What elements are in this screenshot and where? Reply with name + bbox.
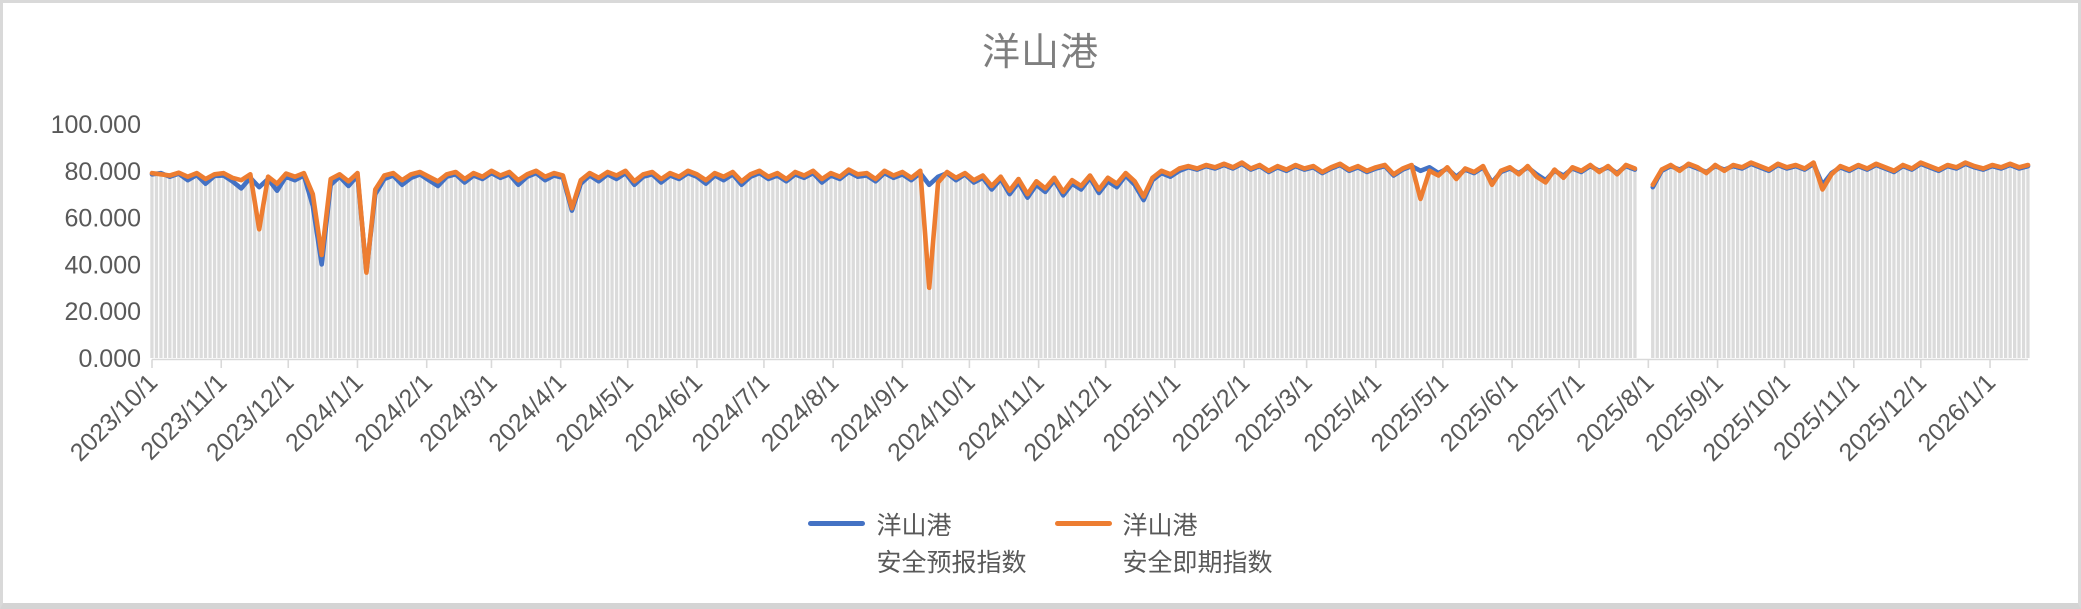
y-axis-tick-label: 60.000 [65,205,141,233]
legend-label-forecast: 洋山港 安全预报指数 [876,512,1027,577]
legend-item-forecast[interactable]: 洋山港 安全预报指数 [808,508,1027,582]
y-axis-tick-label: 40.000 [65,251,141,279]
legend-item-spot[interactable]: 洋山港 安全即期指数 [1054,508,1273,582]
forecast-line-swatch [808,521,866,526]
plot-area[interactable]: 2023/10/12023/11/12023/12/12024/1/12024/… [3,3,2081,609]
spot-line-swatch [1054,521,1112,526]
spot-line [149,160,2031,291]
y-axis-tick-label: 0.000 [78,345,141,373]
legend-label-spot: 洋山港 安全即期指数 [1122,512,1273,577]
y-axis-tick-label: 80.000 [65,158,141,186]
chart-title[interactable]: 洋山港 [981,32,1099,74]
y-axis-labels: 100.000 80.000 60.000 40.000 20.000 0.000 [51,111,141,373]
legend: 洋山港 安全预报指数 洋山港 安全即期指数 [3,508,2078,582]
y-axis-tick-label: 100.000 [51,111,141,139]
x-axis-tick-label: 2026/1/1 [1913,368,2002,457]
y-axis-tick-label: 20.000 [65,298,141,326]
background-bars [150,163,2030,358]
x-axis: 2023/10/12023/11/12023/12/12024/1/12024/… [65,358,2028,467]
